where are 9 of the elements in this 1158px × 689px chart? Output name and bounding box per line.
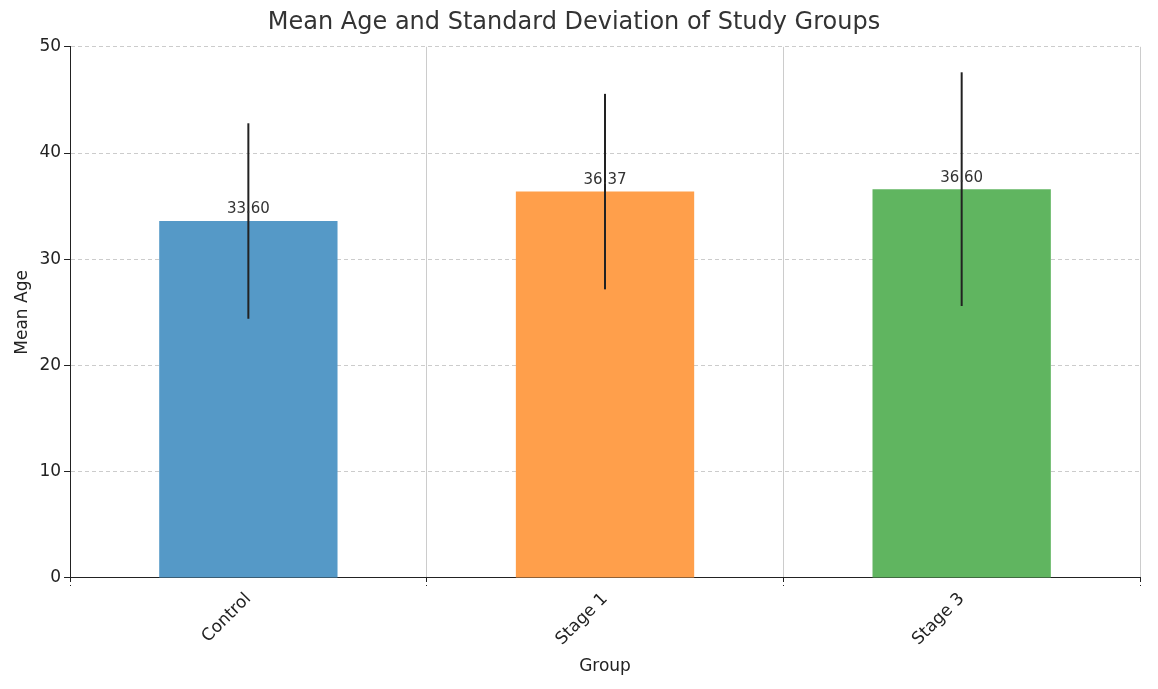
y-tick-label: 10 bbox=[39, 460, 62, 481]
chart-title: Mean Age and Standard Deviation of Study Groups bbox=[267, 6, 881, 35]
y-tick-label: 50 bbox=[39, 35, 62, 56]
y-axis-title: Mean Age bbox=[10, 270, 31, 355]
y-tick-label: 40 bbox=[39, 141, 62, 162]
x-axis-title: Group bbox=[579, 655, 631, 676]
y-tick-label: 0 bbox=[50, 566, 62, 587]
y-tick-label: 20 bbox=[39, 353, 62, 374]
y-tick-label: 30 bbox=[39, 247, 62, 268]
